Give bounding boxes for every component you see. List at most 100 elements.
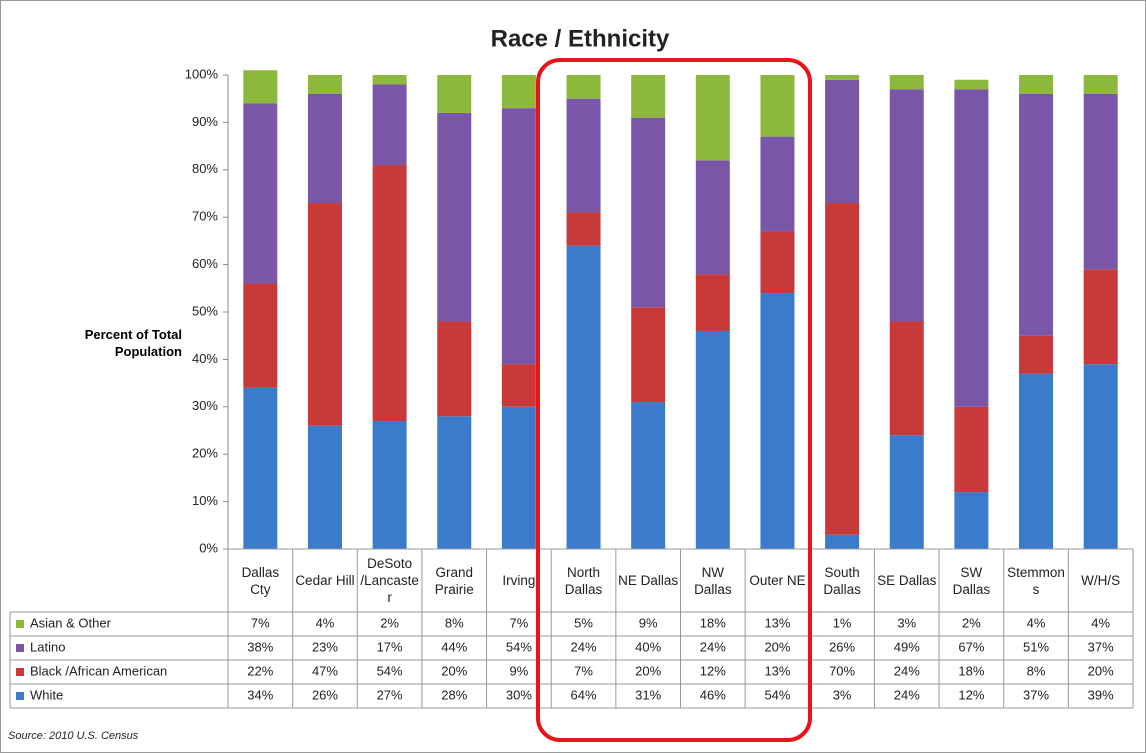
bar-segment — [437, 75, 472, 113]
value-label: 30% — [506, 687, 532, 702]
value-label: 7% — [574, 663, 593, 678]
x-tick-label: NE Dallas — [618, 573, 679, 588]
bar-segment — [437, 416, 472, 549]
category-cell: Irving — [502, 573, 536, 588]
bar-segment — [1083, 364, 1118, 549]
value-label: 37% — [1023, 687, 1049, 702]
bar-segment — [372, 84, 407, 166]
legend-label: Latino — [30, 639, 65, 654]
bar-segment — [243, 70, 278, 104]
x-tick-label: Irving — [502, 573, 536, 588]
category-cell: North Dallas — [565, 565, 603, 597]
value-label: 18% — [700, 615, 726, 630]
value-label: 47% — [312, 663, 338, 678]
value-label: 1% — [833, 615, 852, 630]
value-label: 54% — [764, 687, 790, 702]
bar-segment — [1019, 93, 1054, 336]
category-cell: Grand Prairie — [434, 564, 474, 597]
bar-segment — [437, 321, 472, 417]
x-tick-label: Grand Prairie — [434, 564, 474, 597]
bar-segment — [243, 103, 278, 284]
y-tick-label: 30% — [192, 398, 218, 413]
value-label: 54% — [506, 639, 532, 654]
legend-swatch — [16, 692, 24, 700]
bar-segment — [825, 75, 860, 80]
value-label: 18% — [958, 663, 984, 678]
value-label: 40% — [635, 639, 661, 654]
bar-segment — [825, 534, 860, 549]
bar-segment — [825, 79, 860, 203]
category-cell: SW Dallas — [952, 564, 991, 597]
bar-segment — [1019, 75, 1054, 94]
bar-segment — [889, 75, 924, 90]
bar-segment — [372, 421, 407, 549]
y-tick-label: 20% — [192, 446, 218, 461]
bar-segment — [954, 79, 989, 90]
value-label: 7% — [509, 615, 528, 630]
bar-segment — [889, 321, 924, 436]
x-tick-label: Stemmons — [1007, 564, 1065, 597]
bar-segment — [437, 112, 472, 322]
bar-segment — [695, 160, 730, 275]
bar-segment — [631, 402, 666, 549]
bar-segment — [954, 492, 989, 549]
value-label: 20% — [441, 663, 467, 678]
y-tick-label: 80% — [192, 161, 218, 176]
value-label: 8% — [1027, 663, 1046, 678]
value-label: 12% — [958, 687, 984, 702]
x-tick-label: Dallas Cty — [241, 564, 280, 597]
bar-segment — [501, 108, 536, 365]
value-label: 24% — [894, 663, 920, 678]
x-tick-label: Outer NE — [749, 573, 806, 588]
legend-label: Asian & Other — [30, 615, 112, 630]
y-tick-label: 40% — [192, 351, 218, 366]
value-label: 13% — [764, 663, 790, 678]
bar-segment — [372, 75, 407, 85]
value-label: 17% — [377, 639, 403, 654]
value-label: 24% — [571, 639, 597, 654]
value-label: 27% — [377, 687, 403, 702]
bar-segment — [501, 75, 536, 109]
category-cell: South Dallas — [823, 564, 861, 597]
legend-label: White — [30, 687, 63, 702]
legend-swatch — [16, 644, 24, 652]
y-tick-label: 0% — [199, 540, 218, 555]
value-label: 31% — [635, 687, 661, 702]
x-tick-label: South Dallas — [823, 564, 861, 597]
bar-segment — [372, 165, 407, 422]
bar-segment — [695, 330, 730, 549]
bar-segment — [695, 75, 730, 161]
y-tick-label: 100% — [185, 66, 219, 81]
value-label: 4% — [1091, 615, 1110, 630]
value-label: 9% — [639, 615, 658, 630]
value-label: 20% — [1088, 663, 1114, 678]
x-tick-label: Cedar Hill — [295, 573, 355, 588]
bar-segment — [889, 89, 924, 322]
category-cell: Outer NE — [749, 573, 806, 588]
bar-segment — [760, 75, 795, 137]
value-label: 13% — [764, 615, 790, 630]
bar-segment — [760, 293, 795, 549]
bar-segment — [760, 136, 795, 232]
bar-segment — [566, 245, 601, 549]
bar-segment — [307, 425, 342, 549]
value-label: 12% — [700, 663, 726, 678]
value-label: 26% — [829, 639, 855, 654]
bar-segment — [566, 212, 601, 246]
x-tick-label: SW Dallas — [952, 564, 991, 597]
category-cell: NE Dallas — [618, 573, 679, 588]
category-cell: DeSoto /Lancaster — [360, 556, 419, 605]
bar-segment — [1083, 93, 1118, 270]
category-cell: NW Dallas — [694, 565, 732, 597]
value-label: 3% — [833, 687, 852, 702]
value-label: 20% — [764, 639, 790, 654]
y-tick-label: 10% — [192, 493, 218, 508]
value-label: 34% — [247, 687, 273, 702]
value-label: 26% — [312, 687, 338, 702]
bar-segment — [695, 274, 730, 331]
value-label: 23% — [312, 639, 338, 654]
bar-segment — [1019, 335, 1054, 374]
bar-segment — [631, 117, 666, 308]
value-label: 64% — [571, 687, 597, 702]
y-tick-label: 50% — [192, 303, 218, 318]
